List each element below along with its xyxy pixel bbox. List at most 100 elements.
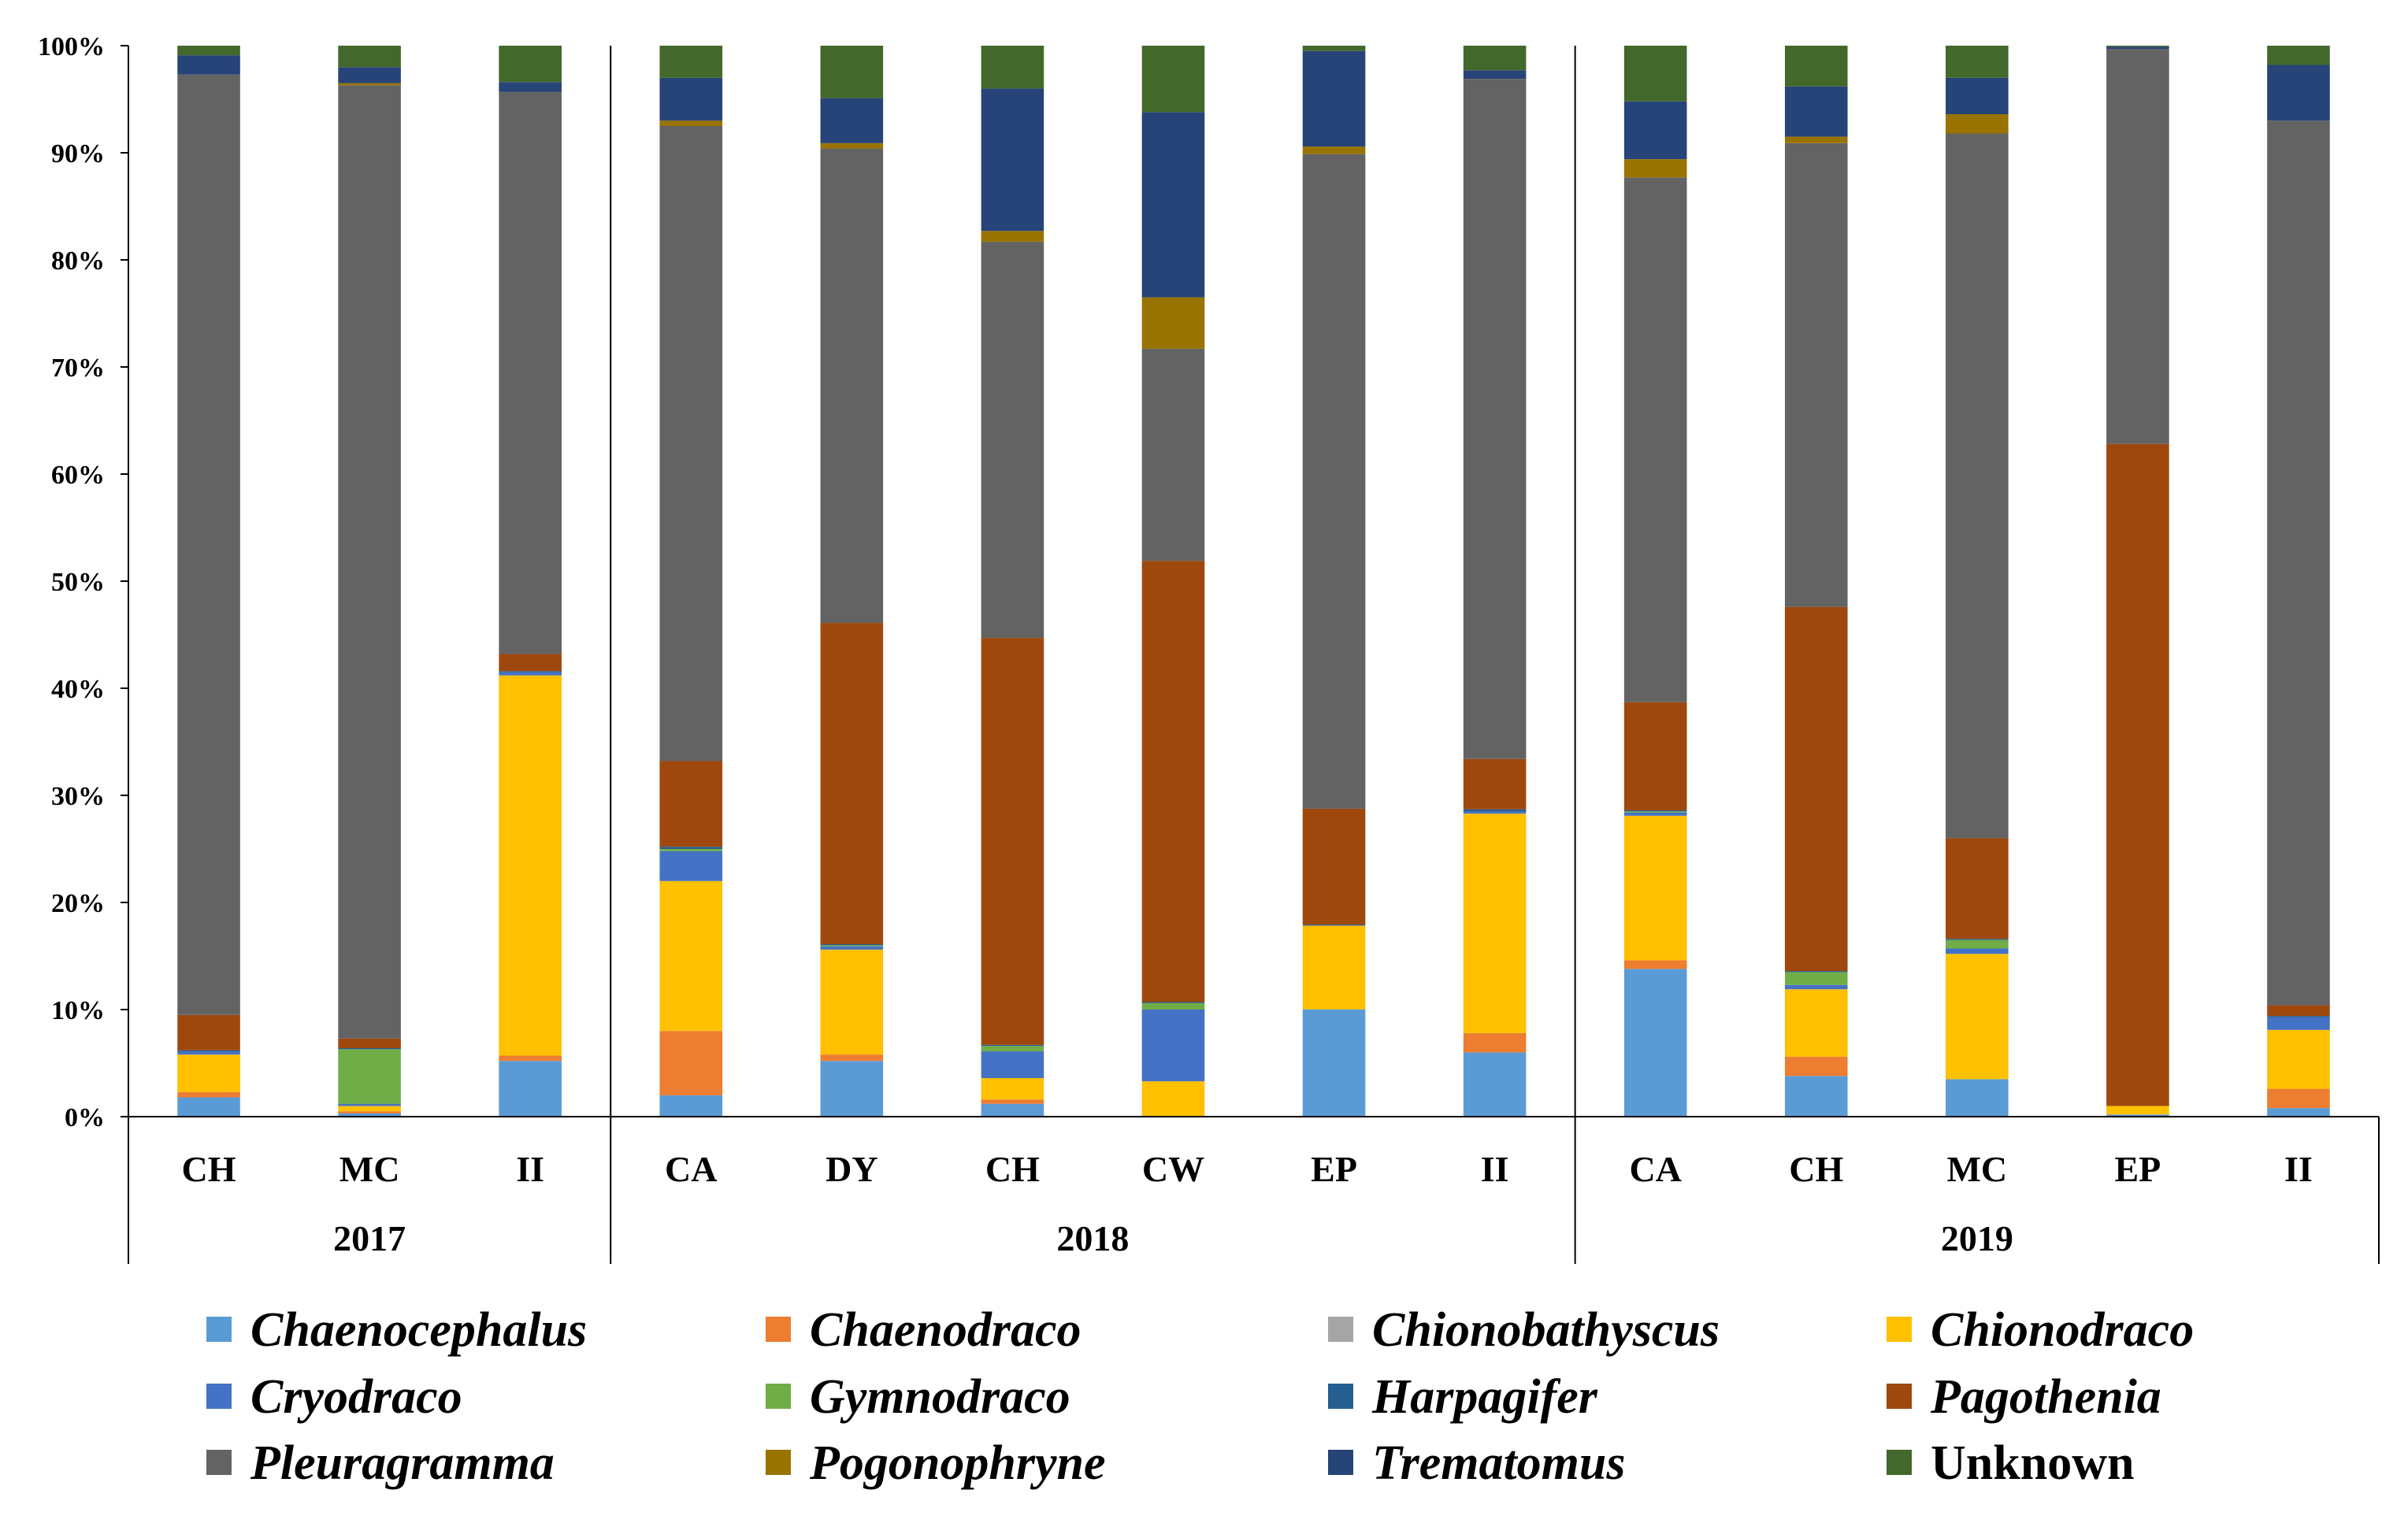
legend-swatch xyxy=(206,1384,232,1409)
bar-segment-cryodraco-5 xyxy=(981,1051,1044,1079)
group-label-2019: 2019 xyxy=(1941,1218,2013,1258)
bar-segment-gymnodraco-10 xyxy=(1784,972,1848,985)
legend-item-chaenodraco: Chaenodraco xyxy=(766,1303,1081,1357)
bar-segment-unknown-3 xyxy=(659,46,723,78)
y-tick-label: 40% xyxy=(51,675,105,704)
legend-swatch xyxy=(1887,1317,1912,1342)
bar-segment-chionodraco-4 xyxy=(820,949,884,1055)
bar-segment-pleuragramma-7 xyxy=(1302,154,1366,809)
x-category-label: CH xyxy=(1789,1149,1843,1189)
bar-segment-pogonophryne-9 xyxy=(1623,159,1687,178)
x-category-label: CW xyxy=(1142,1149,1204,1189)
y-tick-label: 30% xyxy=(51,782,105,811)
bar-segment-pagothenia-7 xyxy=(1302,808,1366,925)
legend-swatch xyxy=(766,1450,791,1475)
bar-segment-pagothenia-4 xyxy=(820,623,884,945)
legend-label: Chionodraco xyxy=(1931,1303,2194,1357)
legend-label: Trematomus xyxy=(1372,1436,1626,1490)
bar-segment-cryodraco-8 xyxy=(1463,811,1527,814)
legend-swatch xyxy=(206,1317,232,1342)
bar-segment-pagothenia-1 xyxy=(338,1038,401,1048)
labels-layer: 0% 10% 20% 30% 40% 50% 60% 70% 80% 90% 100% CH MC II C… xyxy=(38,32,2313,1258)
bar-segment-pagothenia-11 xyxy=(1946,838,2009,939)
legend-item-pogonophryne: Pogonophryne xyxy=(766,1436,1105,1490)
bar-segment-pogonophryne-10 xyxy=(1784,136,1848,143)
y-tick-label: 20% xyxy=(51,889,105,918)
bar-segment-chaenocephalus-1 xyxy=(338,1113,401,1117)
bars-layer xyxy=(177,46,2330,1117)
x-category-label: CH xyxy=(182,1149,236,1189)
legend-label: Harpagifer xyxy=(1371,1370,1598,1424)
bar-segment-unknown-5 xyxy=(981,46,1044,89)
legend-item-chionodraco: Chionodraco xyxy=(1887,1303,2194,1357)
bar-segment-unknown-2 xyxy=(499,46,562,83)
bar-segment-gymnodraco-1 xyxy=(338,1049,401,1104)
bar-segment-pagothenia-9 xyxy=(1623,702,1687,811)
bar-segment-chaenocephalus-3 xyxy=(659,1095,723,1117)
legend-item-cryodraco: Cryodraco xyxy=(206,1370,462,1424)
bar-segment-trematomus-3 xyxy=(659,77,723,121)
bar-segment-pleuragramma-3 xyxy=(659,126,723,762)
bar-segment-pleuragramma-8 xyxy=(1463,79,1527,759)
bar-segment-pleuragramma-0 xyxy=(177,74,240,1015)
bar-segment-chionodraco-8 xyxy=(1463,813,1527,1033)
y-tick-label: 90% xyxy=(51,139,105,169)
y-tick-label: 60% xyxy=(51,461,105,490)
bar-segment-trematomus-13 xyxy=(2267,65,2330,121)
legend-item-harpagifer: Harpagifer xyxy=(1328,1370,1598,1424)
bar-segment-chaenocephalus-2 xyxy=(499,1061,562,1117)
bar-segment-trematomus-7 xyxy=(1302,50,1366,147)
bar-segment-harpagifer-4 xyxy=(820,944,884,946)
x-category-label: II xyxy=(516,1149,544,1189)
bar-segment-cryodraco-0 xyxy=(177,1051,240,1055)
bar-segment-pleuragramma-5 xyxy=(981,241,1044,639)
bar-segment-harpagifer-1 xyxy=(338,1047,401,1050)
bar-segment-gymnodraco-11 xyxy=(1946,939,2009,949)
bar-segment-chionodraco-3 xyxy=(659,880,723,1032)
legend-label: Unknown xyxy=(1931,1436,2134,1490)
legend-swatch xyxy=(1328,1450,1353,1475)
bar-segment-chaenodraco-3 xyxy=(659,1031,723,1095)
bar-segment-chaenodraco-1 xyxy=(338,1111,401,1114)
legend-swatch xyxy=(766,1384,791,1409)
bar-segment-pleuragramma-6 xyxy=(1141,348,1205,561)
bar-segment-unknown-4 xyxy=(820,46,884,98)
bar-segment-chaenocephalus-12 xyxy=(2106,1114,2169,1117)
bar-segment-chaenodraco-4 xyxy=(820,1054,884,1062)
bar-segment-cryodraco-1 xyxy=(338,1103,401,1106)
bar-segment-cryodraco-4 xyxy=(820,946,884,950)
bar-segment-cryodraco-10 xyxy=(1784,984,1848,990)
bar-segment-harpagifer-3 xyxy=(659,847,723,849)
x-category-label: EP xyxy=(2115,1149,2161,1189)
bar-segment-chionodraco-12 xyxy=(2106,1106,2169,1115)
legend-label: Pogonophryne xyxy=(809,1436,1105,1490)
bar-segment-chionodraco-11 xyxy=(1946,954,2009,1080)
bar-segment-chionodraco-0 xyxy=(177,1054,240,1092)
x-category-label: CA xyxy=(665,1149,717,1189)
bar-segment-unknown-10 xyxy=(1784,46,1848,87)
x-category-label: CA xyxy=(1629,1149,1681,1189)
bar-segment-trematomus-12 xyxy=(2106,46,2169,50)
legend-item-trematomus: Trematomus xyxy=(1328,1436,1626,1490)
bar-segment-trematomus-2 xyxy=(499,82,562,92)
bar-segment-unknown-7 xyxy=(1302,46,1366,51)
bar-segment-chaenocephalus-0 xyxy=(177,1097,240,1117)
bar-segment-gymnodraco-6 xyxy=(1141,1002,1205,1010)
bar-segment-trematomus-11 xyxy=(1946,77,2009,115)
bar-segment-chaenodraco-13 xyxy=(2267,1088,2330,1109)
y-tick-label: 50% xyxy=(51,568,105,597)
bar-segment-cryodraco-13 xyxy=(2267,1017,2330,1030)
x-category-label: II xyxy=(2284,1149,2313,1189)
bar-segment-chaenocephalus-5 xyxy=(981,1103,1044,1117)
legend-label: Chionobathyscus xyxy=(1372,1303,1720,1357)
x-category-label: MC xyxy=(339,1149,400,1189)
bar-segment-pogonophryne-11 xyxy=(1946,114,2009,134)
bar-segment-chaenocephalus-4 xyxy=(820,1061,884,1117)
bar-segment-chionodraco-6 xyxy=(1141,1081,1205,1117)
bar-segment-pagothenia-5 xyxy=(981,638,1044,1045)
bar-segment-pogonophryne-4 xyxy=(820,143,884,149)
bar-segment-pleuragramma-4 xyxy=(820,148,884,624)
bar-segment-harpagifer-13 xyxy=(2267,1016,2330,1017)
legend-swatch xyxy=(1887,1450,1912,1475)
